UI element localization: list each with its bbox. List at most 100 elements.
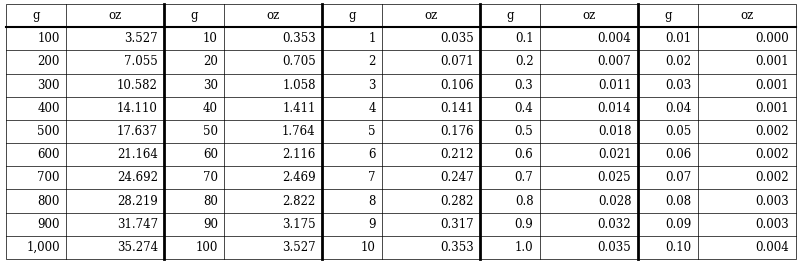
Text: 3: 3: [368, 79, 375, 92]
Text: 800: 800: [38, 195, 60, 208]
Text: 0.03: 0.03: [665, 79, 691, 92]
Text: g: g: [348, 9, 356, 22]
Text: 7: 7: [368, 171, 375, 184]
Text: 0.08: 0.08: [665, 195, 691, 208]
Text: 7.055: 7.055: [124, 55, 158, 68]
Text: oz: oz: [740, 9, 753, 22]
Text: 600: 600: [38, 148, 60, 161]
Text: 2.116: 2.116: [282, 148, 316, 161]
Text: 0.002: 0.002: [755, 148, 789, 161]
Text: 0.025: 0.025: [597, 171, 631, 184]
Text: 0.05: 0.05: [665, 125, 691, 138]
Text: 0.02: 0.02: [665, 55, 691, 68]
Text: 0.071: 0.071: [439, 55, 473, 68]
Text: 0.000: 0.000: [755, 32, 789, 45]
Text: 0.001: 0.001: [755, 79, 789, 92]
Text: 0.106: 0.106: [439, 79, 473, 92]
Text: 1,000: 1,000: [26, 241, 60, 254]
Text: 40: 40: [203, 102, 218, 115]
Text: 10: 10: [361, 241, 375, 254]
Text: 0.035: 0.035: [439, 32, 473, 45]
Text: 5: 5: [368, 125, 375, 138]
Text: 0.04: 0.04: [665, 102, 691, 115]
Text: 0.032: 0.032: [597, 218, 631, 231]
Text: 50: 50: [203, 125, 218, 138]
Text: 1.411: 1.411: [282, 102, 316, 115]
Text: 0.9: 0.9: [515, 218, 533, 231]
Text: 3.527: 3.527: [282, 241, 316, 254]
Text: 2.822: 2.822: [282, 195, 316, 208]
Text: 0.014: 0.014: [597, 102, 631, 115]
Text: g: g: [664, 9, 671, 22]
Text: 8: 8: [368, 195, 375, 208]
Text: 0.035: 0.035: [597, 241, 631, 254]
Text: 0.011: 0.011: [597, 79, 631, 92]
Text: oz: oz: [424, 9, 438, 22]
Text: 3.527: 3.527: [124, 32, 158, 45]
Text: 17.637: 17.637: [117, 125, 158, 138]
Text: oz: oz: [266, 9, 280, 22]
Text: 0.06: 0.06: [665, 148, 691, 161]
Text: 0.176: 0.176: [439, 125, 473, 138]
Text: 24.692: 24.692: [117, 171, 158, 184]
Text: 900: 900: [38, 218, 60, 231]
Text: 9: 9: [368, 218, 375, 231]
Text: 4: 4: [368, 102, 375, 115]
Text: 0.353: 0.353: [439, 241, 473, 254]
Text: 0.705: 0.705: [282, 55, 316, 68]
Text: 0.01: 0.01: [665, 32, 691, 45]
Text: 3.175: 3.175: [282, 218, 316, 231]
Text: 30: 30: [203, 79, 218, 92]
Text: 0.212: 0.212: [440, 148, 473, 161]
Text: 70: 70: [203, 171, 218, 184]
Text: 0.003: 0.003: [755, 195, 789, 208]
Text: 0.7: 0.7: [515, 171, 533, 184]
Text: 31.747: 31.747: [117, 218, 158, 231]
Text: 100: 100: [38, 32, 60, 45]
Text: 0.004: 0.004: [597, 32, 631, 45]
Text: 0.141: 0.141: [440, 102, 473, 115]
Text: 0.001: 0.001: [755, 55, 789, 68]
Text: 0.003: 0.003: [755, 218, 789, 231]
Text: 400: 400: [38, 102, 60, 115]
Text: 90: 90: [203, 218, 218, 231]
Text: 80: 80: [203, 195, 218, 208]
Text: 0.018: 0.018: [597, 125, 631, 138]
Text: 100: 100: [196, 241, 218, 254]
Text: 21.164: 21.164: [117, 148, 158, 161]
Text: 0.247: 0.247: [439, 171, 473, 184]
Text: 700: 700: [38, 171, 60, 184]
Text: 0.004: 0.004: [755, 241, 789, 254]
Text: 500: 500: [38, 125, 60, 138]
Text: 14.110: 14.110: [117, 102, 158, 115]
Text: g: g: [506, 9, 513, 22]
Text: 0.282: 0.282: [440, 195, 473, 208]
Text: 60: 60: [203, 148, 218, 161]
Text: 0.007: 0.007: [597, 55, 631, 68]
Text: oz: oz: [109, 9, 122, 22]
Text: 300: 300: [38, 79, 60, 92]
Text: 0.317: 0.317: [439, 218, 473, 231]
Text: 0.2: 0.2: [515, 55, 533, 68]
Text: 0.5: 0.5: [515, 125, 533, 138]
Text: 1.058: 1.058: [282, 79, 316, 92]
Text: 2.469: 2.469: [282, 171, 316, 184]
Text: 35.274: 35.274: [117, 241, 158, 254]
Text: 0.1: 0.1: [515, 32, 533, 45]
Text: 0.09: 0.09: [665, 218, 691, 231]
Text: 1.0: 1.0: [515, 241, 533, 254]
Text: 1: 1: [368, 32, 375, 45]
Text: 6: 6: [368, 148, 375, 161]
Text: g: g: [33, 9, 40, 22]
Text: 0.002: 0.002: [755, 125, 789, 138]
Text: 0.8: 0.8: [515, 195, 533, 208]
Text: 10: 10: [203, 32, 218, 45]
Text: 28.219: 28.219: [117, 195, 158, 208]
Text: 0.028: 0.028: [597, 195, 631, 208]
Text: 0.10: 0.10: [665, 241, 691, 254]
Text: 0.3: 0.3: [515, 79, 533, 92]
Text: 0.002: 0.002: [755, 171, 789, 184]
Text: 1.764: 1.764: [282, 125, 316, 138]
Text: 0.6: 0.6: [515, 148, 533, 161]
Text: 0.4: 0.4: [515, 102, 533, 115]
